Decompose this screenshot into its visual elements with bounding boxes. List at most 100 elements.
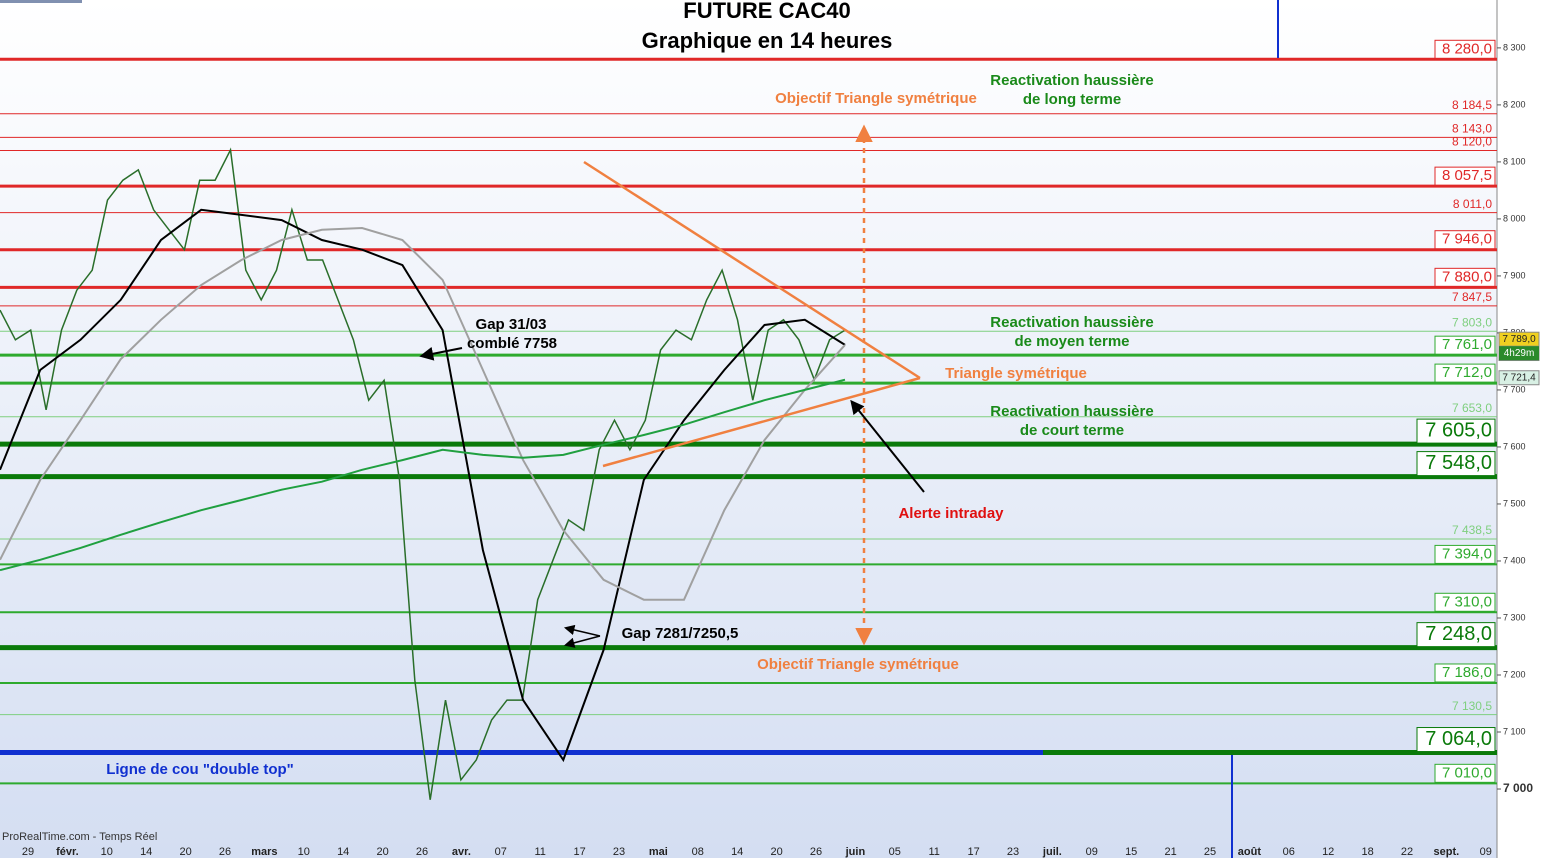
x-tick-label: 14 bbox=[337, 846, 349, 858]
x-tick-label: 07 bbox=[495, 846, 507, 858]
level-label: 7 712,0 bbox=[1442, 364, 1492, 381]
y-tick-label: 7 000 bbox=[1503, 781, 1533, 795]
level-label: 7 310,0 bbox=[1442, 593, 1492, 610]
annotation: Gap 31/03 bbox=[476, 316, 547, 333]
x-tick-label: avr. bbox=[452, 846, 471, 858]
annotation: comblé 7758 bbox=[467, 335, 557, 352]
y-tick-label: 7 400 bbox=[1503, 555, 1526, 565]
price-marker bbox=[1498, 370, 1540, 386]
level-label: 7 438,5 bbox=[1452, 523, 1492, 537]
series-line bbox=[0, 208, 846, 763]
x-tick-label: 08 bbox=[692, 846, 704, 858]
level-label: 7 946,0 bbox=[1442, 231, 1492, 248]
y-tick-label: 7 300 bbox=[1503, 612, 1526, 622]
x-tick-label: juin bbox=[845, 846, 866, 858]
series-line bbox=[0, 147, 846, 800]
x-tick-label: 21 bbox=[1164, 846, 1176, 858]
alert-arrow bbox=[850, 399, 925, 493]
levels: 8 280,0 8 184,5 8 143,08 120,0 8 057,5 8 011… bbox=[0, 39, 1497, 785]
y-tick-label: 8 300 bbox=[1503, 42, 1526, 52]
x-tick-label: 15 bbox=[1125, 846, 1137, 858]
x-tick-label: 23 bbox=[613, 846, 625, 858]
level-label: 7 394,0 bbox=[1442, 545, 1492, 562]
drawings bbox=[0, 0, 1279, 858]
source: ProRealTime.com - Temps Réel bbox=[2, 831, 157, 843]
x-tick-label: 12 bbox=[1322, 846, 1334, 858]
level-label: 7 803,0 bbox=[1452, 315, 1492, 329]
level-label: 7 064,0 bbox=[1425, 728, 1492, 750]
series-line bbox=[0, 378, 846, 572]
x-tick-label: 26 bbox=[219, 846, 231, 858]
level-box bbox=[1416, 418, 1496, 444]
annotation: Gap 7281/7250,5 bbox=[622, 625, 739, 642]
level-box bbox=[1434, 763, 1496, 783]
level-box bbox=[1434, 663, 1496, 683]
x-tick-label: 22 bbox=[1401, 846, 1413, 858]
x-tick-label: 20 bbox=[770, 846, 782, 858]
level-box bbox=[1416, 622, 1496, 648]
x-tick-label: 10 bbox=[101, 846, 113, 858]
x-tick-label: 18 bbox=[1361, 846, 1373, 858]
x-tick-label: 17 bbox=[573, 846, 585, 858]
x-tick-label: 14 bbox=[731, 846, 743, 858]
level-label: 7 186,0 bbox=[1442, 664, 1492, 681]
annotation: Objectif Triangle symétrique bbox=[775, 90, 977, 107]
level-label: 7 880,0 bbox=[1442, 268, 1492, 285]
level-box bbox=[1434, 363, 1496, 383]
series-line bbox=[0, 226, 846, 601]
annotation: Reactivation haussière bbox=[990, 314, 1153, 331]
level-box bbox=[1416, 727, 1496, 753]
countdown-box bbox=[1499, 346, 1539, 361]
plot-background bbox=[0, 0, 1497, 858]
level-label: 8 057,5 bbox=[1442, 167, 1492, 184]
y-tick-label: 8 100 bbox=[1503, 156, 1526, 166]
y-tick-label: 7 500 bbox=[1503, 498, 1526, 508]
x-tick-label: 26 bbox=[810, 846, 822, 858]
x-tick-label: juil. bbox=[1042, 846, 1062, 858]
x-tick-label: 26 bbox=[416, 846, 428, 858]
x-tick-label: 14 bbox=[140, 846, 152, 858]
x-tick-label: 09 bbox=[1086, 846, 1098, 858]
level-label: 7 130,5 bbox=[1452, 699, 1492, 713]
y-tick-label: 7 600 bbox=[1503, 441, 1526, 451]
scroll-bar bbox=[0, 0, 82, 3]
level-label: 8 011,0 bbox=[1453, 197, 1492, 211]
level-label: 8 143,0 bbox=[1452, 122, 1492, 136]
gap-arrow bbox=[419, 346, 463, 361]
annotation: Reactivation haussière bbox=[990, 72, 1153, 89]
x-tick-label: 25 bbox=[1204, 846, 1216, 858]
x-tick-label: sept. bbox=[1434, 846, 1460, 858]
series bbox=[0, 147, 846, 800]
chart-title: FUTURE CAC40 bbox=[683, 0, 850, 23]
x-tick-label: 20 bbox=[376, 846, 388, 858]
annotation: Reactivation haussière bbox=[990, 403, 1153, 420]
x-tick-label: 11 bbox=[534, 846, 545, 858]
level-box bbox=[1434, 592, 1496, 612]
level-label: 8 280,0 bbox=[1442, 40, 1492, 57]
level-label: 7 847,5 bbox=[1452, 290, 1492, 304]
y-tick-label: 8 200 bbox=[1503, 99, 1526, 109]
level-label: 7 010,0 bbox=[1442, 764, 1492, 781]
x-tick-label: 17 bbox=[967, 846, 979, 858]
x-tick-label: août bbox=[1238, 846, 1262, 858]
y-tick-label: 7 100 bbox=[1503, 726, 1526, 736]
level-box bbox=[1434, 335, 1496, 355]
level-label: 7 605,0 bbox=[1425, 419, 1492, 441]
y-tick-label: 8 000 bbox=[1503, 213, 1526, 223]
y-tick-label: 7 200 bbox=[1503, 669, 1526, 679]
x-tick-label: 11 bbox=[928, 846, 939, 858]
y-tick-label: 7 700 bbox=[1503, 384, 1526, 394]
level-label: 7 248,0 bbox=[1425, 623, 1492, 645]
annotation: de long terme bbox=[1023, 91, 1121, 108]
x-tick-label: 20 bbox=[179, 846, 191, 858]
annotation: de moyen terme bbox=[1014, 333, 1129, 350]
annotation: Triangle symétrique bbox=[945, 365, 1087, 382]
level-box bbox=[1434, 544, 1496, 564]
annotation: Objectif Triangle symétrique bbox=[757, 656, 959, 673]
level-box bbox=[1434, 230, 1496, 250]
x-tick-label: févr. bbox=[56, 846, 79, 858]
annotation: de court terme bbox=[1020, 422, 1124, 439]
level-label: 7 761,0 bbox=[1442, 336, 1492, 353]
level-box bbox=[1434, 39, 1496, 59]
